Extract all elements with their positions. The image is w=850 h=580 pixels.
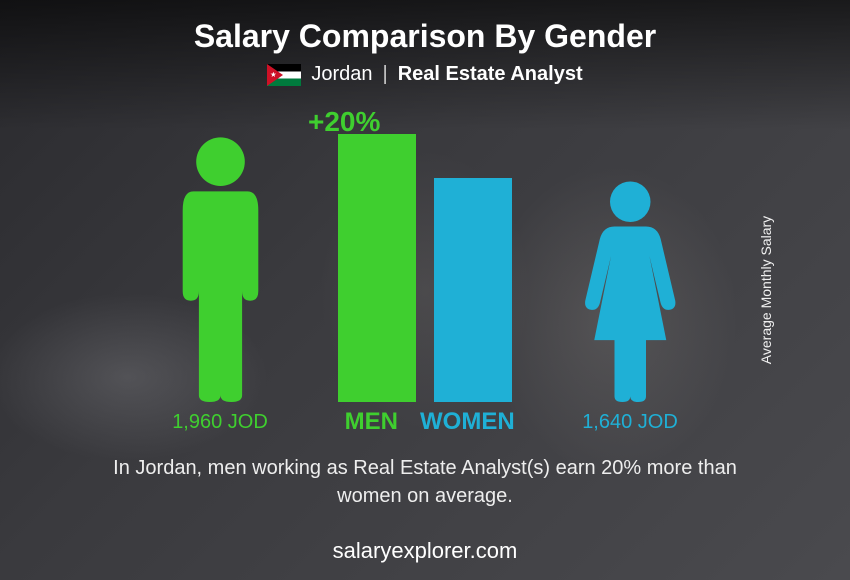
labels-row: 1,960 JOD MEN WOMEN 1,640 JOD (0, 408, 850, 436)
women-label: WOMEN (420, 408, 530, 436)
bar-group (338, 134, 512, 402)
page-title: Salary Comparison By Gender (0, 0, 850, 55)
jordan-flag-icon (267, 64, 301, 86)
women-salary-bar (434, 178, 512, 402)
men-salary-value: 1,960 JOD (150, 411, 290, 434)
gender-labels: MEN WOMEN (320, 408, 530, 436)
female-person-icon (574, 177, 687, 402)
separator: | (383, 63, 388, 86)
male-person-icon (153, 132, 288, 402)
male-figure-container (150, 132, 290, 402)
infographic-content: Salary Comparison By Gender Jordan | Rea… (0, 0, 850, 580)
job-title-label: Real Estate Analyst (398, 63, 583, 86)
site-attribution: salaryexplorer.com (0, 538, 850, 564)
female-figure-container (560, 177, 700, 402)
salary-comparison-chart: +20% 1,960 JOD ME (0, 106, 850, 436)
y-axis-label: Average Monthly Salary (758, 216, 774, 364)
men-salary-bar (338, 134, 416, 402)
subtitle-row: Jordan | Real Estate Analyst (0, 63, 850, 86)
summary-text: In Jordan, men working as Real Estate An… (0, 454, 850, 510)
men-label: MEN (320, 408, 398, 436)
country-label: Jordan (311, 63, 372, 86)
women-salary-value: 1,640 JOD (560, 411, 700, 434)
